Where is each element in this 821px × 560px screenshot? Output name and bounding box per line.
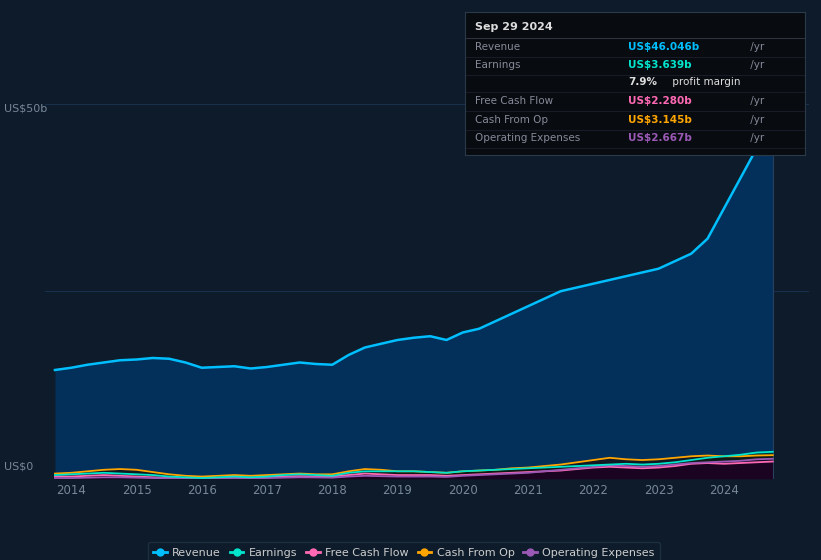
Text: US$46.046b: US$46.046b — [628, 42, 699, 52]
Text: US$2.280b: US$2.280b — [628, 96, 692, 106]
Text: /yr: /yr — [747, 96, 764, 106]
Text: Sep 29 2024: Sep 29 2024 — [475, 22, 553, 32]
Text: /yr: /yr — [747, 133, 764, 143]
Text: US$50b: US$50b — [4, 104, 48, 114]
Text: Revenue: Revenue — [475, 42, 520, 52]
Legend: Revenue, Earnings, Free Cash Flow, Cash From Op, Operating Expenses: Revenue, Earnings, Free Cash Flow, Cash … — [148, 542, 660, 560]
Text: /yr: /yr — [747, 60, 764, 71]
Text: US$2.667b: US$2.667b — [628, 133, 692, 143]
Text: Earnings: Earnings — [475, 60, 521, 71]
Text: 7.9%: 7.9% — [628, 77, 658, 87]
Text: /yr: /yr — [747, 42, 764, 52]
Text: profit margin: profit margin — [669, 77, 741, 87]
Text: Operating Expenses: Operating Expenses — [475, 133, 580, 143]
Text: US$3.639b: US$3.639b — [628, 60, 692, 71]
Text: /yr: /yr — [747, 115, 764, 124]
Text: US$0: US$0 — [4, 461, 34, 472]
Text: US$3.145b: US$3.145b — [628, 115, 692, 124]
Text: Cash From Op: Cash From Op — [475, 115, 548, 124]
Text: Free Cash Flow: Free Cash Flow — [475, 96, 553, 106]
